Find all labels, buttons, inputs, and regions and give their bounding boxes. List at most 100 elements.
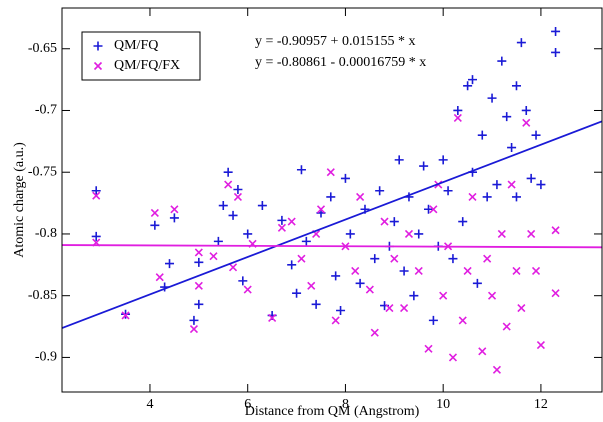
point — [531, 130, 541, 140]
point — [292, 288, 302, 298]
point — [443, 186, 453, 196]
point — [439, 291, 448, 300]
plot-frame — [61, 7, 603, 393]
x-tick-label: 6 — [244, 397, 251, 412]
point — [507, 180, 516, 189]
point — [223, 167, 233, 177]
point — [526, 173, 536, 183]
point — [507, 143, 517, 153]
point — [150, 208, 159, 218]
point — [424, 204, 434, 214]
point — [331, 271, 341, 281]
point — [390, 254, 399, 263]
fit-equation: y = -0.80861 - 0.00016759 * x — [255, 55, 426, 70]
point — [213, 236, 223, 246]
point — [194, 248, 203, 257]
point — [228, 263, 238, 272]
point — [121, 309, 131, 319]
point — [326, 192, 336, 202]
point — [400, 303, 409, 313]
point — [243, 229, 253, 239]
point — [453, 105, 463, 115]
point — [297, 254, 306, 263]
point — [512, 266, 521, 276]
point — [414, 229, 424, 239]
point — [233, 192, 242, 201]
point — [521, 105, 531, 115]
point — [268, 313, 277, 322]
point — [458, 217, 468, 227]
point — [502, 322, 511, 331]
point — [307, 281, 316, 290]
point — [429, 205, 438, 214]
point — [91, 186, 101, 196]
point — [91, 231, 101, 241]
point — [394, 155, 404, 165]
point — [243, 285, 252, 294]
point — [448, 254, 458, 264]
point — [316, 205, 326, 214]
point — [536, 180, 546, 190]
point — [551, 289, 560, 298]
point — [438, 155, 448, 165]
point — [238, 276, 248, 286]
point — [467, 75, 477, 85]
x-tick-label: 10 — [436, 397, 450, 412]
point — [169, 213, 179, 223]
point — [228, 210, 238, 220]
point — [233, 185, 243, 195]
point — [468, 192, 477, 201]
point — [517, 303, 526, 313]
legend-label: QM/FQ — [114, 38, 158, 53]
point — [497, 56, 507, 66]
fit-line — [62, 120, 602, 329]
point — [527, 229, 536, 239]
point — [516, 38, 526, 48]
point — [522, 118, 531, 127]
legend-box — [81, 31, 201, 81]
point — [551, 47, 561, 57]
point — [370, 328, 379, 337]
point — [345, 229, 355, 239]
point — [155, 273, 164, 282]
point — [224, 180, 233, 189]
point — [375, 186, 385, 196]
x-tick-label: 4 — [146, 397, 153, 412]
point — [351, 266, 360, 276]
point — [487, 291, 497, 300]
point — [287, 260, 297, 270]
point — [370, 254, 380, 264]
point — [536, 341, 545, 350]
point — [482, 192, 492, 202]
point — [277, 215, 287, 225]
point — [472, 278, 482, 288]
point — [448, 353, 458, 362]
point — [194, 299, 204, 309]
point — [419, 161, 429, 171]
point — [497, 229, 506, 239]
y-tick-label: -0.75 — [28, 164, 57, 179]
point — [165, 259, 175, 269]
point — [189, 324, 199, 334]
point — [170, 205, 179, 214]
point — [356, 192, 365, 201]
point — [389, 217, 399, 227]
point — [326, 168, 335, 177]
point — [424, 344, 433, 353]
point — [336, 306, 346, 316]
point — [287, 217, 296, 226]
point — [502, 112, 512, 122]
fit-line — [62, 244, 602, 249]
point — [311, 299, 321, 309]
fit-equation: y = -0.90957 + 0.015155 * x — [255, 34, 415, 49]
y-tick-label: -0.8 — [35, 226, 57, 241]
point — [463, 266, 472, 276]
legend-marker — [93, 61, 103, 71]
y-tick-label: -0.9 — [35, 350, 57, 365]
point — [463, 81, 473, 91]
y-tick-label: -0.65 — [28, 41, 57, 56]
x-tick-label: 8 — [342, 397, 349, 412]
point — [301, 236, 311, 246]
